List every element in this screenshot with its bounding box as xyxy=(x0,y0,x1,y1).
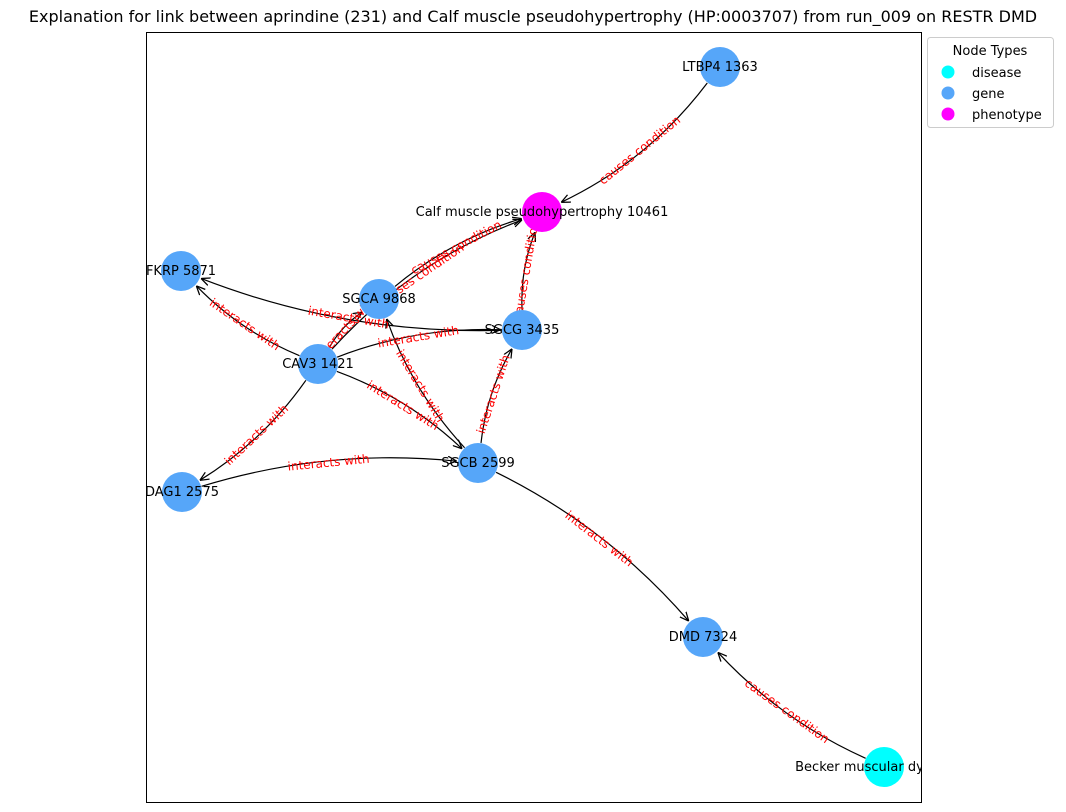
legend-swatch-gene xyxy=(941,86,955,100)
edge-sgcb-sgcg xyxy=(480,349,512,444)
edge-sgca-calf xyxy=(394,219,522,287)
edge-label-cav3-fkrp: interacts with xyxy=(207,295,283,353)
node-label-becker: Becker muscular dystrophy xyxy=(795,760,973,775)
node-label-ltbp4: LTBP4 1363 xyxy=(682,60,758,75)
node-becker xyxy=(864,747,904,787)
edge-label-ltbp4-calf: causes condition xyxy=(596,113,683,187)
edge-cav3-calf xyxy=(331,220,522,350)
node-ltbp4 xyxy=(700,47,740,87)
edge-sgcg-calf xyxy=(521,232,535,310)
legend-swatch-phenotype xyxy=(941,107,955,121)
node-label-dag1: DAG1 2575 xyxy=(145,485,219,500)
legend-swatch-disease xyxy=(941,65,955,79)
node-label-dmd: DMD 7324 xyxy=(669,630,737,645)
node-sgcb xyxy=(458,443,498,483)
node-fkrp xyxy=(161,251,201,291)
node-labels-layer: LTBP4 1363 Calf muscle pseudohypertrophy … xyxy=(145,60,973,775)
edge-ltbp4-calf xyxy=(561,82,708,202)
edge-label-sgcb-dmd: interacts with xyxy=(562,508,636,569)
edges-layer xyxy=(196,82,866,759)
legend-label-phenotype: phenotype xyxy=(972,108,1042,123)
edge-cav3-fkrp xyxy=(196,286,300,357)
node-dag1 xyxy=(162,472,202,512)
edge-cav3-sgca xyxy=(328,312,362,348)
edge-label-sgcg-calf: causes condition xyxy=(511,219,542,321)
edge-label-dag1-sgcb: interacts with xyxy=(287,452,370,474)
node-calf xyxy=(522,192,562,232)
legend-title: Node Types xyxy=(953,44,1028,59)
edge-sgcb-sgca xyxy=(387,319,466,449)
nodes-layer xyxy=(161,47,904,787)
edge-label-sgcb-sgcg: interacts with xyxy=(474,353,513,435)
node-sgca xyxy=(359,279,399,319)
node-sgcg xyxy=(502,310,542,350)
node-label-sgca: SGCA 9868 xyxy=(342,292,416,307)
edge-becker-dmd xyxy=(718,652,866,759)
edge-label-becker-dmd: causes condition xyxy=(742,676,832,746)
edge-cav3-sgcg xyxy=(336,329,501,358)
edge-label-cav3-dag1: interacts with xyxy=(222,402,291,469)
node-label-cav3: CAV3 1421 xyxy=(282,357,354,372)
edge-sgcb-dmd xyxy=(495,471,689,621)
node-dmd xyxy=(683,617,723,657)
node-label-sgcg: SGCG 3435 xyxy=(485,323,560,338)
edge-cav3-sgcb xyxy=(336,370,462,448)
node-label-sgcb: SGCB 2599 xyxy=(441,456,515,471)
chart-title: Explanation for link between aprindine (… xyxy=(29,7,1037,27)
legend-box xyxy=(927,37,1054,128)
node-label-calf: Calf muscle pseudohypertrophy 10461 xyxy=(416,205,669,220)
edge-dag1-sgcb xyxy=(201,458,457,487)
plot-frame xyxy=(146,32,922,803)
node-cav3 xyxy=(298,344,338,384)
legend-label-gene: gene xyxy=(972,87,1005,102)
node-label-fkrp: FKRP 5871 xyxy=(146,264,216,279)
legend-label-disease: disease xyxy=(972,66,1021,81)
legend: Node Types disease gene phenotype xyxy=(927,37,1054,128)
edge-cav3-dag1 xyxy=(200,379,307,480)
